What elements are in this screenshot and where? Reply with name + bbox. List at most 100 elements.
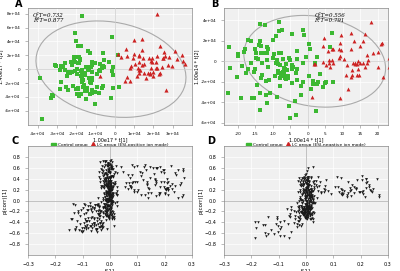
Point [301,211,308,215]
Point [88,76,95,81]
Point [306,192,312,196]
Point [345,191,351,196]
Point [98,209,105,214]
Point [105,190,111,194]
Point [63,85,69,89]
Point [308,205,314,210]
Point [100,215,106,220]
Point [366,183,372,187]
Point [296,180,303,184]
Point [302,188,309,192]
Point [154,65,160,70]
Point [95,221,101,226]
Point [323,62,329,67]
Point [108,175,114,179]
Point [80,206,86,210]
Point [338,187,344,192]
Point [101,65,108,70]
Point [97,209,103,213]
Point [97,221,103,225]
Point [299,209,306,214]
Point [93,222,99,227]
Point [102,205,108,209]
Point [110,200,116,204]
Point [364,180,370,184]
Point [106,167,112,172]
Point [305,207,311,211]
Point [94,212,101,216]
Point [305,166,311,170]
Point [106,181,112,185]
Point [104,185,110,189]
Point [86,91,93,96]
Point [328,47,335,51]
Point [304,191,310,196]
Point [104,163,110,167]
Point [109,211,115,216]
Point [302,205,309,209]
Point [72,227,78,231]
Point [102,183,108,187]
Point [310,220,316,224]
Point [306,196,313,200]
Point [310,185,317,189]
Point [313,55,320,60]
Point [299,201,305,205]
Point [154,54,160,59]
Point [398,77,400,82]
Point [100,179,106,184]
Point [103,194,110,198]
Point [266,78,272,82]
Point [90,221,97,225]
Point [104,162,111,166]
Point [286,214,292,218]
Point [295,215,302,220]
Point [327,65,334,69]
Point [322,188,328,192]
Point [106,204,112,208]
Point [292,99,298,104]
Point [366,185,372,189]
Point [144,70,151,75]
Point [104,200,111,204]
Point [73,225,80,229]
Point [307,214,314,218]
Point [368,189,374,193]
Point [304,182,310,186]
Point [306,178,312,183]
Point [304,169,310,173]
Point [108,195,114,200]
Point [142,76,149,80]
Point [141,62,148,66]
Point [108,166,114,170]
Point [301,188,307,192]
Point [76,93,82,98]
Point [274,69,281,73]
Point [109,203,115,207]
Point [264,58,271,62]
Point [174,195,181,200]
Point [386,64,392,69]
Point [256,43,262,48]
Point [104,197,110,201]
Point [80,85,86,89]
Point [108,179,114,183]
Point [178,195,185,199]
Point [320,85,326,90]
Point [304,177,311,181]
Point [302,202,309,207]
Point [105,212,112,217]
Point [245,38,251,42]
Point [304,186,311,190]
Point [126,176,133,180]
Point [80,77,86,82]
Point [100,84,106,88]
Point [75,44,81,49]
Point [286,236,292,240]
Point [108,164,114,169]
Point [305,205,311,209]
Point [308,193,314,198]
Point [306,208,313,212]
Point [111,217,118,221]
Point [147,71,154,75]
